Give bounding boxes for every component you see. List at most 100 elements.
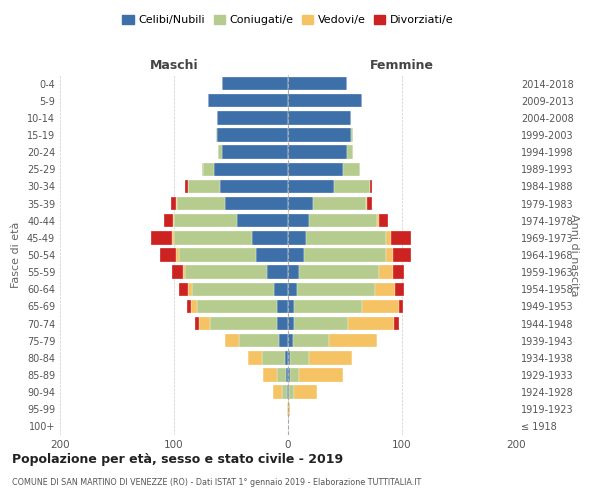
Bar	[308, 214, 377, 228]
Bar	[288, 248, 304, 262]
Bar	[217, 128, 288, 141]
Bar	[294, 317, 349, 330]
Bar	[306, 231, 386, 244]
Bar	[288, 180, 334, 193]
Bar	[386, 248, 393, 262]
Text: Popolazione per età, sesso e stato civile - 2019: Popolazione per età, sesso e stato civil…	[12, 452, 343, 466]
Bar	[288, 334, 293, 347]
Bar	[277, 368, 286, 382]
Bar	[288, 351, 290, 364]
Bar	[164, 214, 173, 228]
Bar	[294, 386, 317, 399]
Bar	[194, 317, 199, 330]
Bar	[386, 231, 391, 244]
Bar	[294, 300, 362, 313]
Bar	[287, 402, 288, 416]
Bar	[365, 197, 367, 210]
Bar	[288, 300, 294, 313]
Bar	[211, 317, 277, 330]
Bar	[185, 180, 188, 193]
Bar	[299, 368, 343, 382]
Bar	[329, 334, 377, 347]
Bar	[273, 386, 283, 399]
Bar	[289, 386, 294, 399]
Bar	[178, 197, 226, 210]
Bar	[288, 197, 313, 210]
Bar	[343, 162, 360, 176]
Bar	[208, 94, 288, 108]
Bar	[391, 231, 411, 244]
Bar	[367, 197, 373, 210]
Bar	[288, 94, 362, 108]
Bar	[288, 77, 347, 90]
Bar	[288, 231, 306, 244]
Bar	[226, 197, 288, 210]
Bar	[288, 214, 308, 228]
Bar	[216, 128, 217, 141]
Bar	[279, 334, 288, 347]
Bar	[362, 300, 398, 313]
Bar	[374, 282, 395, 296]
Bar	[393, 248, 411, 262]
Bar	[288, 266, 299, 279]
Bar	[220, 180, 288, 193]
Bar	[218, 146, 222, 159]
Bar	[395, 282, 404, 296]
Text: Femmine: Femmine	[370, 58, 434, 71]
Bar	[251, 231, 288, 244]
Bar	[334, 180, 370, 193]
Bar	[191, 300, 197, 313]
Bar	[236, 214, 288, 228]
Bar	[239, 334, 279, 347]
Bar	[288, 317, 294, 330]
Bar	[308, 351, 352, 364]
Bar	[222, 77, 288, 90]
Text: Maschi: Maschi	[149, 58, 199, 71]
Bar	[174, 231, 251, 244]
Bar	[222, 146, 288, 159]
Bar	[304, 248, 386, 262]
Bar	[188, 282, 192, 296]
Bar	[226, 334, 239, 347]
Bar	[313, 197, 365, 210]
Bar	[299, 266, 379, 279]
Bar	[288, 128, 350, 141]
Bar	[199, 317, 211, 330]
Bar	[379, 266, 393, 279]
Bar	[174, 214, 236, 228]
Bar	[183, 266, 185, 279]
Bar	[288, 111, 350, 124]
Bar	[176, 197, 178, 210]
Bar	[286, 368, 288, 382]
Bar	[268, 266, 288, 279]
Y-axis label: Anni di nascita: Anni di nascita	[569, 214, 579, 296]
Bar	[172, 266, 183, 279]
Text: COMUNE DI SAN MARTINO DI VENEZZE (RO) - Dati ISTAT 1° gennaio 2019 - Elaborazion: COMUNE DI SAN MARTINO DI VENEZZE (RO) - …	[12, 478, 421, 487]
Bar	[377, 214, 379, 228]
Bar	[293, 334, 329, 347]
Bar	[379, 214, 388, 228]
Bar	[173, 214, 174, 228]
Bar	[393, 266, 404, 279]
Bar	[192, 282, 274, 296]
Bar	[288, 402, 290, 416]
Bar	[277, 317, 288, 330]
Bar	[217, 111, 288, 124]
Bar	[160, 248, 176, 262]
Bar	[288, 386, 289, 399]
Bar	[170, 197, 176, 210]
Bar	[398, 300, 403, 313]
Bar	[214, 162, 288, 176]
Bar	[179, 282, 188, 296]
Bar	[287, 386, 288, 399]
Bar	[197, 300, 277, 313]
Bar	[290, 351, 308, 364]
Bar	[151, 231, 172, 244]
Bar	[277, 300, 288, 313]
Bar	[188, 180, 220, 193]
Bar	[347, 146, 353, 159]
Bar	[202, 162, 214, 176]
Bar	[263, 368, 277, 382]
Bar	[394, 317, 398, 330]
Bar	[370, 180, 373, 193]
